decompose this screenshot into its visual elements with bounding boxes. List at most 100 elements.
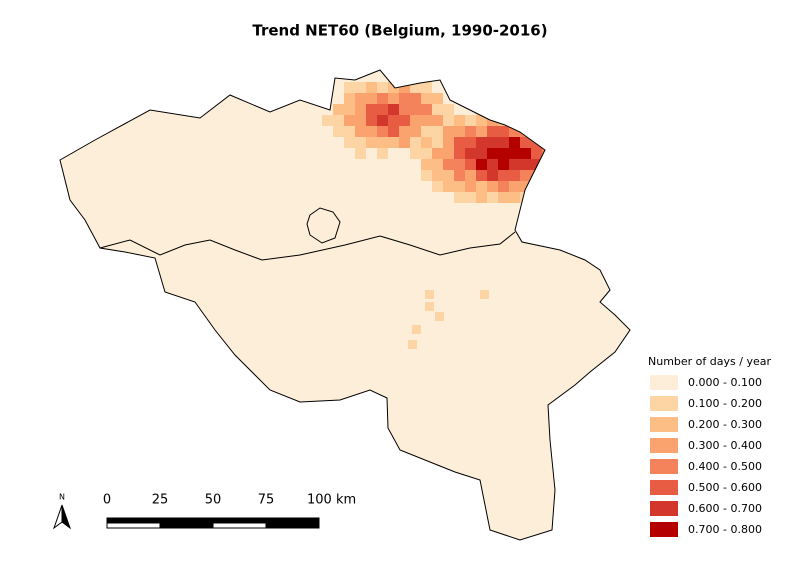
grid-cell: [509, 126, 520, 137]
grid-cell: [531, 126, 542, 137]
grid-cell: [476, 137, 487, 148]
grid-cell: [412, 325, 421, 334]
grid-cell: [476, 148, 487, 159]
grid-cell: [388, 126, 399, 137]
grid-cell: [520, 181, 531, 192]
grid-cell: [355, 126, 366, 137]
grid-cell: [421, 159, 432, 170]
grid-cell: [553, 126, 564, 137]
legend-label: 0.700 - 0.800: [688, 523, 762, 536]
grid-cell: [443, 115, 454, 126]
grid-cell: [410, 82, 421, 93]
grid-cell: [425, 302, 434, 311]
grid-cell: [542, 137, 553, 148]
grid-cells: [322, 71, 564, 419]
grid-cell: [454, 170, 465, 181]
grid-cell: [432, 115, 443, 126]
grid-cell: [443, 126, 454, 137]
grid-cell: [399, 104, 410, 115]
legend-swatch: [650, 375, 678, 390]
grid-cell: [355, 93, 366, 104]
grid-cell: [454, 115, 465, 126]
grid-cell: [487, 170, 498, 181]
grid-cell: [358, 410, 367, 419]
grid-cell: [520, 170, 531, 181]
grid-cell: [388, 71, 399, 82]
legend-label: 0.200 - 0.300: [688, 418, 762, 431]
scale-segment: [212, 522, 267, 529]
scale-segment: [159, 517, 214, 524]
grid-cell: [355, 137, 366, 148]
grid-cell: [443, 170, 454, 181]
region-border: [99, 231, 516, 261]
scale-segment: [106, 517, 161, 524]
grid-cell: [377, 104, 388, 115]
grid-cell: [542, 115, 553, 126]
grid-cell: [454, 126, 465, 137]
legend: Number of days / year 0.000 - 0.100 0.100 …: [648, 355, 771, 537]
grid-cell: [520, 159, 531, 170]
legend-swatch: [650, 438, 678, 453]
legend-swatch: [650, 459, 678, 474]
grid-cell: [454, 192, 465, 203]
grid-cell: [498, 104, 509, 115]
grid-cell: [421, 137, 432, 148]
scale-segment: [212, 517, 267, 524]
north-label: N: [59, 493, 65, 502]
legend-label: 0.400 - 0.500: [688, 460, 762, 473]
legend-label: 0.100 - 0.200: [688, 397, 762, 410]
grid-cell: [322, 115, 333, 126]
grid-cell: [388, 104, 399, 115]
legend-swatch: [650, 480, 678, 495]
grid-cell: [399, 115, 410, 126]
grid-cell: [377, 126, 388, 137]
brussels-border: [306, 207, 341, 244]
grid-cell: [520, 148, 531, 159]
grid-cell: [408, 340, 417, 349]
grid-cell: [421, 126, 432, 137]
grid-cell: [542, 126, 553, 137]
grid-cell: [377, 137, 388, 148]
grid-cell: [344, 137, 355, 148]
grid-cell: [333, 115, 344, 126]
grid-cell: [476, 126, 487, 137]
grid-cell: [531, 148, 542, 159]
legend-label: 0.600 - 0.700: [688, 502, 762, 515]
grid-cell: [454, 159, 465, 170]
scale-label: 100 km: [307, 493, 356, 508]
grid-cell: [399, 126, 410, 137]
grid-cell: [410, 148, 421, 159]
legend-swatch: [650, 396, 678, 411]
scale-label: 0: [103, 493, 111, 508]
grid-cell: [377, 93, 388, 104]
grid-cell: [355, 115, 366, 126]
grid-cell: [553, 159, 564, 170]
grid-cell: [465, 159, 476, 170]
grid-cell: [498, 126, 509, 137]
grid-cell: [377, 82, 388, 93]
grid-cell: [454, 137, 465, 148]
scale-segment: [265, 522, 320, 529]
grid-cell: [443, 148, 454, 159]
grid-cell: [531, 192, 542, 203]
grid-cell: [421, 104, 432, 115]
grid-cell: [425, 290, 434, 299]
grid-cell: [344, 126, 355, 137]
grid-cell: [465, 170, 476, 181]
grid-cell: [432, 159, 443, 170]
grid-cell: [366, 82, 377, 93]
grid-cell: [443, 104, 454, 115]
grid-cell: [454, 181, 465, 192]
legend-label: 0.500 - 0.600: [688, 481, 762, 494]
grid-cell: [432, 137, 443, 148]
grid-cell: [465, 181, 476, 192]
grid-cell: [465, 192, 476, 203]
grid-cell: [465, 148, 476, 159]
grid-cell: [344, 82, 355, 93]
grid-cell: [443, 159, 454, 170]
grid-cell: [344, 115, 355, 126]
grid-cell: [399, 93, 410, 104]
grid-cell: [476, 115, 487, 126]
grid-cell: [432, 170, 443, 181]
